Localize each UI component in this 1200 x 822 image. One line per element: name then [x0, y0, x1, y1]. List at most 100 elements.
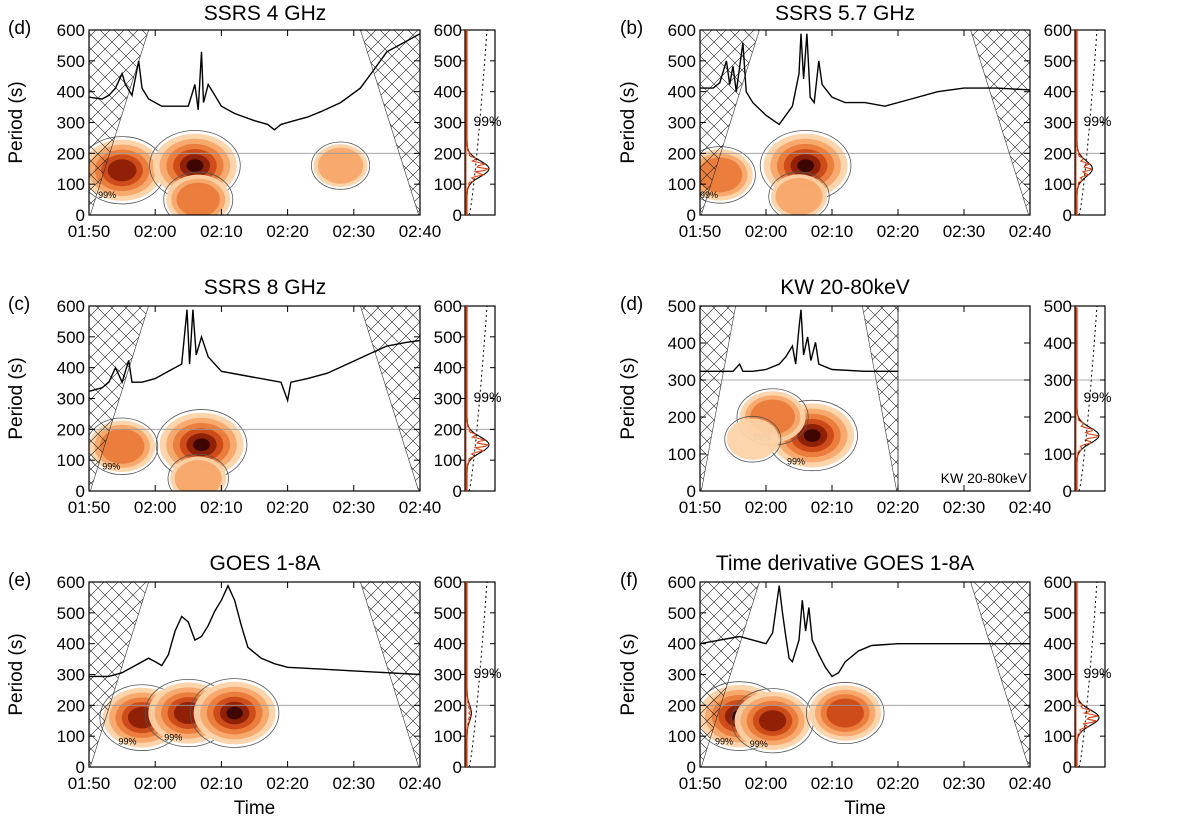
gws-y-tick-label: 100 [1044, 727, 1072, 746]
y-tick-label: 600 [668, 573, 696, 592]
x-tick-label: 02:40 [399, 774, 442, 793]
x-tick-label: 02:20 [877, 774, 920, 793]
y-tick-label: 0 [687, 206, 696, 225]
gws-y-tick-label: 200 [434, 696, 462, 715]
x-tick-label: 02:10 [811, 222, 854, 241]
gws-y-tick-label: 100 [1044, 175, 1072, 194]
y-tick-label: 100 [668, 727, 696, 746]
plot-area: 99%99% [89, 582, 420, 767]
y-tick-label: 500 [668, 52, 696, 71]
power-contour [797, 159, 814, 173]
cone-of-influence-left [700, 582, 760, 767]
x-tick-label: 02:30 [943, 498, 986, 517]
light-curve [89, 33, 420, 131]
x-tick-label: 02:10 [200, 498, 243, 517]
x-tick-label: 02:30 [943, 774, 986, 793]
chart-title: SSRS 5.7 GHz [775, 2, 915, 25]
gws-y-tick-label: 600 [434, 297, 462, 316]
power-contour [176, 182, 220, 215]
plot-area: 99%99% [700, 582, 1030, 767]
panel-label: (b) [620, 18, 643, 39]
gws-curve [466, 582, 472, 767]
y-tick-label: 0 [687, 482, 696, 501]
y-axis-label: Period (s) [6, 633, 27, 715]
gws-y-tick-label: 100 [434, 451, 462, 470]
y-tick-label: 400 [57, 83, 85, 102]
power-contour [186, 159, 204, 173]
y-tick-label: 400 [57, 635, 85, 654]
gws-curve-red [1076, 307, 1099, 491]
x-tick-label: 02:10 [811, 498, 854, 517]
gws-curve-red [1076, 30, 1093, 215]
x-tick-label: 01:50 [68, 222, 111, 241]
gws-y-tick-label: 500 [434, 52, 462, 71]
gws-y-tick-label: 0 [1063, 758, 1072, 777]
x-tick-label: 02:30 [333, 774, 376, 793]
gws-y-tick-label: 0 [1063, 482, 1072, 501]
cone-of-influence-left [89, 30, 149, 215]
power-contour [826, 698, 864, 728]
x-tick-label: 01:50 [679, 774, 722, 793]
panel-b: SSRS 5.7 GHz(b)99%99%0100200300400500600… [618, 2, 1112, 241]
gws-y-tick-label: 400 [434, 83, 462, 102]
gws-y-tick-label: 500 [1044, 297, 1072, 316]
gws-significance [1078, 581, 1098, 768]
gws-curve-red [466, 30, 490, 215]
inner-label: KW 20-80keV [941, 470, 1028, 486]
gws-y-tick-label: 500 [1044, 52, 1072, 71]
contour-label: 99% [119, 737, 137, 747]
gws-y-tick-label: 600 [434, 573, 462, 592]
contour-label: 99% [787, 456, 805, 466]
chart-title: Time derivative GOES 1-8A [716, 552, 974, 575]
gws-significance [468, 305, 488, 492]
gws-y-tick-label: 500 [434, 604, 462, 623]
x-tick-label: 02:40 [399, 222, 442, 241]
x-tick-label: 02:30 [333, 498, 376, 517]
power-contour [174, 460, 222, 491]
significance-contour [768, 171, 830, 215]
y-tick-label: 300 [668, 114, 696, 133]
y-tick-label: 300 [668, 666, 696, 685]
cone-of-influence-left [89, 306, 149, 491]
y-tick-label: 100 [57, 175, 85, 194]
x-tick-label: 02:10 [200, 222, 243, 241]
y-tick-label: 300 [57, 114, 85, 133]
gws-significance [468, 29, 488, 216]
cone-of-influence-right [862, 306, 899, 491]
gws-significance [1078, 305, 1098, 492]
gws-significance-label: 99% [473, 113, 501, 129]
x-tick-label: 02:20 [877, 222, 920, 241]
cone-of-influence-left [89, 582, 149, 767]
light-curve [700, 33, 1030, 126]
y-axis-label: Period (s) [6, 81, 27, 163]
y-tick-label: 100 [668, 445, 696, 464]
x-tick-label: 02:00 [134, 222, 177, 241]
gws-y-tick-label: 200 [434, 420, 462, 439]
gws-y-tick-label: 400 [434, 635, 462, 654]
gws-y-tick-label: 0 [453, 206, 462, 225]
y-tick-label: 600 [668, 21, 696, 40]
x-tick-label: 02:00 [134, 774, 177, 793]
cone-of-influence-right [970, 30, 1030, 215]
significance-contour [89, 417, 159, 475]
panel-label: (c) [8, 294, 30, 315]
gws-curve-red [466, 582, 472, 767]
y-tick-label: 0 [76, 758, 85, 777]
chart-title: KW 20-80keV [780, 276, 910, 299]
y-tick-label: 500 [57, 604, 85, 623]
chart-title: GOES 1-8A [210, 552, 321, 575]
x-tick-label: 01:50 [679, 222, 722, 241]
x-tick-label: 02:40 [1009, 222, 1052, 241]
plot-area: 99%99% [700, 306, 1030, 491]
x-tick-label: 02:20 [266, 774, 309, 793]
contour-label: 99% [715, 736, 733, 746]
panel-label: (d) [8, 18, 31, 39]
gws-y-tick-label: 0 [453, 758, 462, 777]
x-tick-label: 02:00 [745, 222, 788, 241]
y-tick-label: 200 [668, 144, 696, 163]
gws-y-tick-label: 600 [1044, 21, 1072, 40]
y-tick-label: 200 [668, 408, 696, 427]
panel-label: (e) [8, 570, 31, 591]
gws-y-tick-label: 300 [1044, 114, 1072, 133]
